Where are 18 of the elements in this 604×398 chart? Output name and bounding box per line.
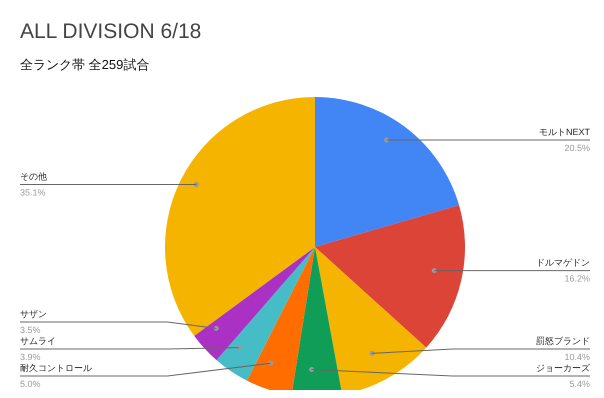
data-label: 16.2% [564, 274, 590, 284]
data-label: 5.0% [20, 379, 41, 389]
slice-label: サザン [20, 309, 47, 319]
slice-label: 耐久コントロール [20, 363, 92, 373]
slice-label: モルトNEXT [538, 127, 590, 138]
slice-label: その他 [20, 171, 47, 182]
chart-title: ALL DIVISION 6/18 [20, 20, 202, 44]
data-label: 3.5% [20, 325, 41, 335]
data-label: 5.4% [569, 379, 590, 389]
data-label: 20.5% [564, 143, 590, 154]
slice-label: 罰怒ブランド [536, 336, 590, 346]
data-label: 10.4% [564, 352, 590, 362]
data-label: 35.1% [20, 187, 46, 198]
slice-label: サムライ [20, 336, 56, 346]
slice-label: ジョーカーズ [536, 363, 591, 373]
data-label: 3.9% [20, 352, 41, 362]
chart-subtitle: 全ランク帯 全259試合 [20, 56, 150, 74]
slice-label: ドルマゲドン [536, 258, 590, 268]
